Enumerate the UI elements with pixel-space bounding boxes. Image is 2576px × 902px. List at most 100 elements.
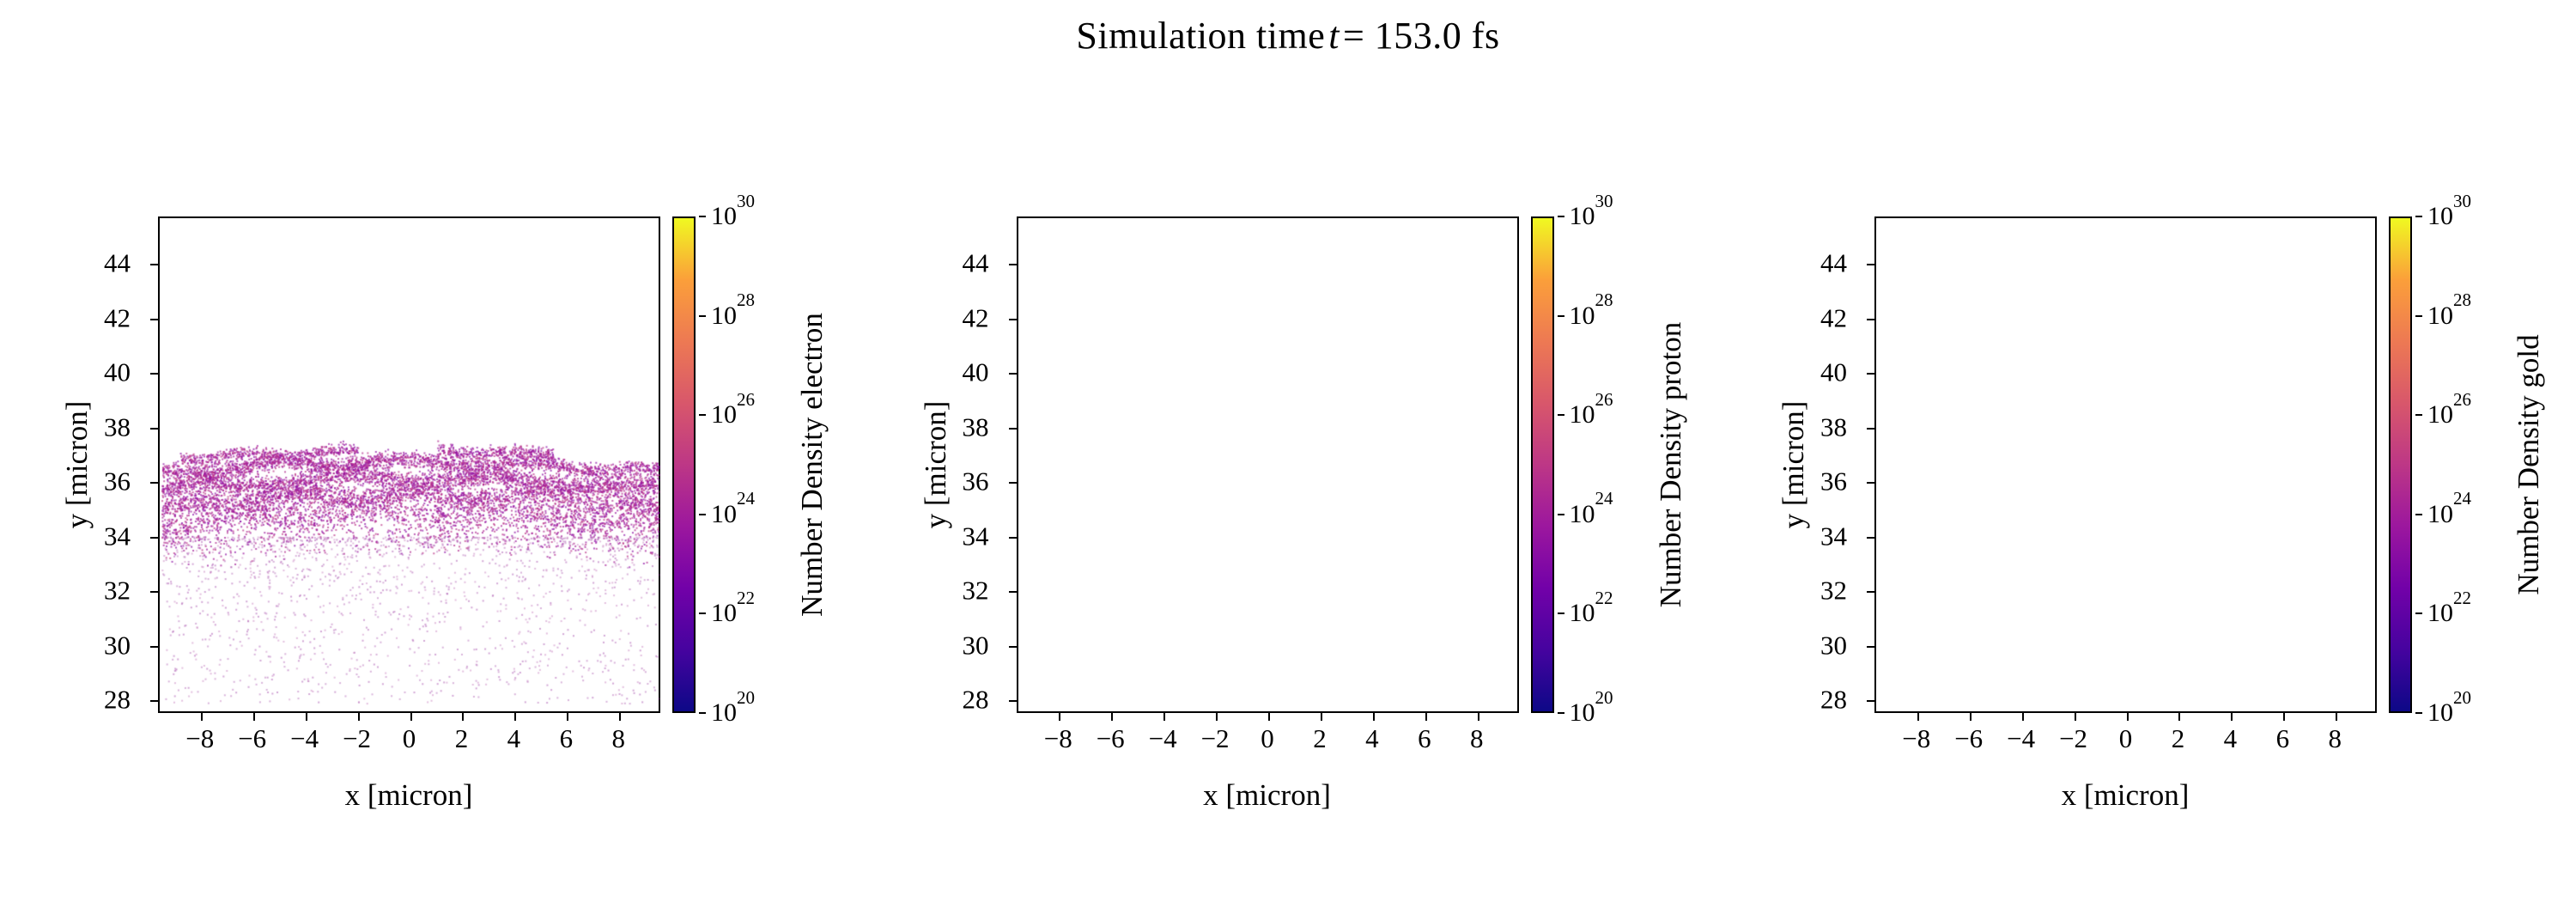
x-tick-label: 8: [1470, 723, 1484, 753]
colorbar: [2389, 216, 2412, 713]
x-tick-label: −4: [1148, 723, 1177, 753]
y-tick-mark: [1008, 536, 1017, 539]
y-tick-label: 30: [104, 630, 131, 661]
colorbar-tick-mark: [1557, 613, 1564, 615]
y-tick-mark: [150, 318, 158, 320]
colorbar-tick-mark: [2415, 712, 2422, 714]
colorbar-tick-labels: 1020 1022 1024 1026 1028 1030: [699, 192, 828, 726]
y-tick-mark: [1008, 591, 1017, 594]
colorbar-label: Number Density electron: [795, 313, 829, 617]
x-tick-label: −4: [2007, 723, 2036, 753]
panels-row: y [micron] 28 30 32 34 36 38 40 42 44 −8 −6 −4 −2 0 2…: [0, 192, 2576, 844]
y-tick-label: 42: [962, 302, 989, 332]
x-tick-mark: [1320, 713, 1322, 721]
x-tick-mark: [2178, 713, 2181, 721]
x-tick-label: −8: [1043, 723, 1072, 753]
y-tick-label: 34: [962, 521, 989, 552]
y-tick-label: 44: [104, 247, 131, 278]
x-tick-mark: [1059, 713, 1061, 721]
colorbar-tick-mark: [1557, 216, 1564, 217]
colorbar-tick-label: 1030: [2427, 190, 2471, 230]
y-tick-label: 28: [962, 684, 989, 715]
colorbar-tick-mark: [1557, 414, 1564, 417]
x-axis-label: x [micron]: [344, 778, 473, 812]
x-tick-mark: [567, 713, 569, 721]
x-tick-mark: [410, 713, 412, 721]
x-tick-label: 2: [1313, 723, 1327, 753]
scatter-canvas: [160, 218, 662, 715]
panel-proton: y [micron] 28 30 32 34 36 38 40 42 44 −8 −6 −4 −2 0 2…: [915, 192, 1692, 844]
y-tick-mark: [1008, 318, 1017, 320]
y-tick-mark: [1867, 700, 1874, 703]
x-tick-label: 0: [402, 723, 416, 753]
x-tick-labels: −8 −6 −4 −2 0 2 4 6 8: [1874, 725, 2377, 763]
y-tick-label: 38: [962, 411, 989, 442]
colorbar-tick-label: 1026: [1569, 388, 1613, 430]
colorbar-tick-label: 1026: [2427, 388, 2471, 430]
colorbar-tick-labels: 1020 1022 1024 1026 1028 1030: [1557, 192, 1686, 726]
y-tick-label: 28: [1820, 684, 1847, 715]
x-tick-label: 8: [611, 723, 626, 753]
x-tick-label: −6: [1096, 723, 1125, 753]
x-tick-mark: [1216, 713, 1218, 721]
colorbar-tick-label: 1020: [2427, 686, 2471, 727]
x-tick-label: 2: [454, 723, 469, 753]
x-tick-mark: [2021, 713, 2024, 721]
colorbar-tick-mark: [2415, 613, 2422, 615]
x-axis-label: x [micron]: [2061, 778, 2190, 812]
colorbar-tick-mark: [699, 216, 706, 217]
x-tick-label: −4: [290, 723, 319, 753]
title-variable: t: [1328, 15, 1340, 57]
colorbar-tick-label: 1022: [1569, 587, 1613, 628]
colorbar-tick-mark: [1557, 513, 1564, 515]
plot-area: [150, 216, 662, 721]
x-tick-mark: [462, 713, 465, 721]
y-tick-label: 34: [1820, 521, 1847, 552]
y-tick-mark: [150, 700, 158, 703]
x-tick-mark: [2074, 713, 2076, 721]
y-tick-label: 42: [1820, 302, 1847, 332]
y-tick-mark: [1008, 645, 1017, 648]
plot-area: [1867, 216, 2379, 721]
y-tick-mark: [1867, 318, 1874, 320]
colorbar-tick-label: 1022: [2427, 587, 2471, 628]
x-tick-label: 0: [1261, 723, 1274, 753]
y-tick-mark: [150, 482, 158, 485]
x-tick-label: −6: [1954, 723, 1984, 753]
x-tick-mark: [2283, 713, 2286, 721]
panel-gold: y [micron] 28 30 32 34 36 38 40 42 44 −8 −6 −4 −2 0 2…: [1773, 192, 2550, 844]
x-tick-label: 2: [2171, 723, 2185, 753]
title-prefix: Simulation time: [1076, 15, 1326, 57]
y-tick-mark: [1867, 263, 1874, 265]
y-tick-label: 32: [104, 575, 131, 606]
x-tick-label: −2: [2059, 723, 2088, 753]
colorbar-label: Number Density gold: [2512, 334, 2545, 595]
colorbar: [672, 216, 696, 713]
y-tick-label: 30: [962, 630, 989, 661]
y-tick-label: 36: [962, 466, 989, 497]
x-tick-mark: [2126, 713, 2129, 721]
x-tick-label: −2: [1200, 723, 1230, 753]
y-tick-mark: [1008, 427, 1017, 430]
colorbar-tick-label: 1028: [1569, 289, 1613, 330]
figure-title: Simulation timet= 153.0 fs: [0, 14, 2576, 58]
y-tick-label: 42: [104, 302, 131, 332]
colorbar-tick-mark: [2415, 513, 2422, 515]
y-tick-mark: [150, 373, 158, 375]
x-tick-mark: [357, 713, 360, 721]
colorbar-tick-label: 1020: [711, 686, 755, 727]
y-tick-mark: [1867, 645, 1874, 648]
x-tick-mark: [1372, 713, 1375, 721]
y-tick-label: 40: [962, 357, 989, 387]
y-tick-label: 30: [1820, 630, 1847, 661]
colorbar-tick-label: 1026: [711, 388, 755, 430]
panel-electron: y [micron] 28 30 32 34 36 38 40 42 44 −8 −6 −4 −2 0 2…: [57, 192, 834, 844]
colorbar-tick-label: 1028: [711, 289, 755, 330]
x-tick-mark: [1163, 713, 1166, 721]
x-tick-mark: [619, 713, 622, 721]
title-suffix: = 153.0 fs: [1342, 15, 1500, 57]
y-tick-labels: 28 30 32 34 36 38 40 42 44: [57, 216, 143, 713]
x-tick-labels: −8 −6 −4 −2 0 2 4 6 8: [1017, 725, 1519, 763]
y-tick-mark: [150, 591, 158, 594]
y-tick-label: 34: [104, 521, 131, 552]
